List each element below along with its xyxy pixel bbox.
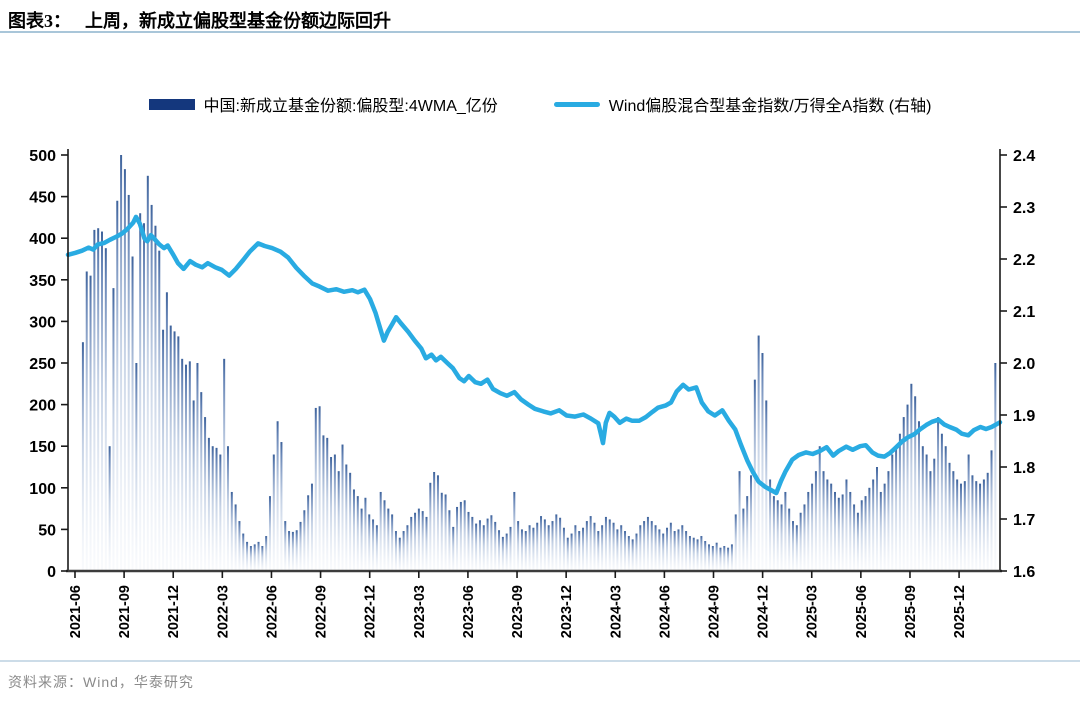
line-series — [65, 214, 1003, 496]
legend-label-line-series: Wind偏股混合型基金指数/万得全A指数 (右轴) — [608, 98, 932, 115]
legend-label-bar-series: 中国:新成立基金份额:偏股型:4WMA_亿份 — [203, 98, 498, 115]
left-axis-tick-label: 100 — [29, 481, 56, 498]
x-axis-tick-label: 2025-12 — [952, 585, 968, 638]
left-axis-tick-label: 500 — [29, 148, 56, 165]
x-axis-tick-label: 2024-09 — [707, 585, 723, 638]
right-axis-tick-label: 2.2 — [1013, 252, 1035, 269]
left-axis-tick-label: 150 — [29, 439, 56, 456]
legend-item-line-series: Wind偏股混合型基金指数/万得全A指数 (右轴) — [553, 92, 932, 116]
left-axis-tick-label: 350 — [29, 273, 56, 290]
right-axis: 1.6 1.7 1.8 1.9 2.0 2.1 2.2 2.3 2.4 — [1000, 148, 1035, 581]
right-axis-tick-label: 1.8 — [1013, 460, 1035, 477]
x-axis-tick-label: 2023-09 — [510, 585, 526, 638]
title-divider — [0, 31, 1080, 33]
figure-title-text: 上周，新成立偏股型基金份额边际回升 — [85, 11, 391, 31]
source-note: 资料来源：Wind，华泰研究 — [8, 674, 194, 690]
x-axis-tick-label: 2022-09 — [314, 585, 330, 638]
x-axis-tick-label: 2023-12 — [559, 585, 575, 638]
x-axis-tick-label: 2024-12 — [756, 585, 772, 638]
figure-number: 图表3： — [8, 11, 71, 31]
source-divider — [0, 660, 1080, 662]
bar-series — [81, 155, 997, 572]
line-swatch-icon — [553, 101, 600, 107]
x-axis-tick-label: 2025-09 — [903, 585, 919, 638]
left-axis-tick-label: 200 — [29, 398, 56, 415]
figure-title: 图表3： 上周，新成立偏股型基金份额边际回升 — [8, 7, 391, 33]
legend-item-bar-series: 中国:新成立基金份额:偏股型:4WMA_亿份 — [148, 92, 498, 116]
left-axis-tick-label: 450 — [29, 190, 56, 207]
left-axis-tick-label: 250 — [29, 356, 56, 373]
x-axis-tick-label: 2022-03 — [215, 585, 231, 638]
right-axis-tick-label: 2.1 — [1013, 304, 1035, 321]
right-axis-tick-label: 2.0 — [1013, 356, 1035, 373]
x-axis-tick-label: 2021-09 — [117, 585, 133, 638]
x-axis-tick-label: 2025-06 — [854, 585, 870, 638]
bar-swatch-icon — [148, 98, 195, 110]
x-axis-tick-label: 2024-06 — [657, 585, 673, 638]
left-axis-tick-label: 50 — [38, 522, 56, 539]
left-axis-tick-label: 0 — [47, 564, 56, 581]
right-axis-tick-label: 2.3 — [1013, 200, 1035, 217]
x-axis-tick-label: 2022-06 — [264, 585, 280, 638]
x-axis-tick-label: 2022-12 — [363, 585, 379, 638]
right-axis-tick-label: 1.6 — [1013, 564, 1035, 581]
x-axis-tick-label: 2021-06 — [68, 585, 84, 638]
right-axis-tick-label: 1.9 — [1013, 408, 1035, 425]
x-axis-tick-label: 2021-12 — [166, 585, 182, 638]
x-axis-tick-label: 2024-03 — [608, 585, 624, 638]
left-axis-tick-label: 300 — [29, 314, 56, 331]
legend: 中国:新成立基金份额:偏股型:4WMA_亿份 Wind偏股混合型基金指数/万得全… — [0, 92, 1080, 116]
right-axis-tick-label: 1.7 — [1013, 512, 1035, 529]
right-axis-tick-label: 2.4 — [1013, 148, 1035, 165]
x-axis: 2021-06 2021-09 2021-12 2022-03 2022-06 2022-… — [68, 571, 968, 638]
x-axis-tick-label: 2025-03 — [805, 585, 821, 638]
x-axis-tick-label: 2023-06 — [461, 585, 477, 638]
left-axis: 0 50 100 150 200 250 300 350 400 450 500 — [29, 148, 68, 581]
left-axis-tick-label: 400 — [29, 231, 56, 248]
x-axis-tick-label: 2023-03 — [412, 585, 428, 638]
